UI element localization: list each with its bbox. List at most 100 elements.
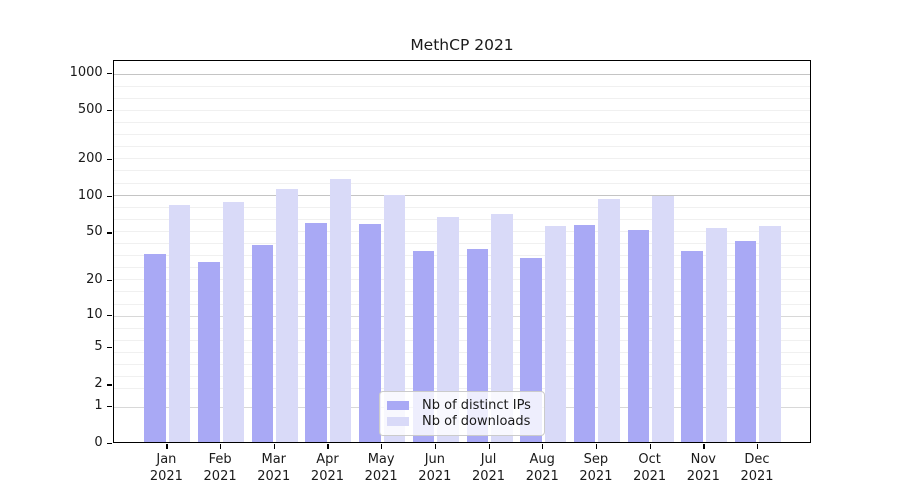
x-tick-label: Oct 2021 [633, 452, 667, 484]
y-tick [107, 406, 113, 408]
y-tick-label: 10 [86, 306, 103, 322]
x-tick [757, 443, 759, 449]
y-tick [107, 109, 113, 112]
gridline [113, 146, 810, 148]
y-tick [107, 232, 113, 234]
x-tick [542, 443, 544, 449]
gridline [113, 376, 810, 378]
bar-downloads [598, 198, 620, 443]
x-tick-label: Jul 2021 [471, 452, 506, 484]
gridline [113, 206, 810, 208]
gridline [113, 351, 810, 353]
y-tick-label: 1 [94, 398, 103, 414]
bar-distinct-ips [359, 223, 381, 443]
x-tick-label: Nov 2021 [686, 452, 720, 484]
gridline [113, 134, 810, 136]
bar-downloads [168, 205, 191, 443]
gridline [113, 230, 810, 232]
x-tick [381, 443, 383, 449]
bar-distinct-ips [198, 261, 220, 443]
gridline [113, 97, 810, 99]
y-tick [107, 195, 113, 197]
gridline [113, 85, 810, 87]
x-tick-label: Jan 2021 [149, 452, 183, 484]
y-tick-label: 50 [86, 224, 103, 240]
bar-downloads [276, 188, 298, 443]
x-tick [220, 443, 222, 449]
bar-downloads [437, 217, 459, 443]
chart-title: MethCP 2021 [410, 36, 514, 54]
x-tick-label: Aug 2021 [525, 452, 559, 484]
legend-label-distinct-ips: Nb of distinct IPs [422, 398, 531, 413]
y-tick-label: 1000 [69, 64, 103, 80]
bar-downloads [705, 228, 728, 443]
bar-downloads [329, 179, 352, 443]
gridline [113, 255, 810, 257]
gridline [113, 327, 810, 329]
gridline [113, 218, 810, 220]
gridline [113, 339, 810, 341]
y-tick [107, 72, 113, 74]
gridline [113, 243, 810, 245]
y-tick-label: 5 [94, 339, 103, 355]
y-tick-label: 2 [94, 376, 103, 392]
gridline [113, 291, 810, 293]
bar-distinct-ips [251, 245, 274, 443]
gridline [113, 388, 810, 390]
bar-downloads [544, 226, 567, 443]
y-tick-label: 20 [86, 271, 103, 287]
bar-distinct-ips [681, 250, 703, 443]
y-tick-label: 200 [77, 150, 103, 166]
bar-distinct-ips [573, 224, 596, 443]
legend-swatch-downloads [387, 417, 409, 426]
x-tick-label: May 2021 [364, 452, 398, 484]
x-tick-label: Apr 2021 [310, 452, 345, 484]
legend-item-downloads: Nb of downloads [387, 414, 536, 429]
gridline [113, 158, 810, 160]
legend: Nb of distinct IPs Nb of downloads [379, 391, 545, 436]
bar-downloads [491, 214, 513, 443]
x-tick-label: Dec 2021 [740, 452, 774, 484]
legend-item-distinct-ips: Nb of distinct IPs [387, 398, 536, 413]
x-tick [327, 443, 329, 449]
legend-swatch-distinct-ips [387, 401, 409, 410]
bar-distinct-ips [305, 222, 327, 443]
x-tick [273, 443, 275, 449]
gridline [113, 170, 810, 172]
gridline [113, 315, 810, 317]
bar-downloads [383, 194, 406, 443]
y-tick [107, 443, 113, 445]
x-tick-label: Feb 2021 [203, 452, 237, 484]
bar-downloads [222, 202, 245, 443]
y-tick [107, 158, 113, 160]
x-tick [649, 443, 651, 449]
y-tick [107, 279, 113, 282]
gridline [113, 73, 810, 75]
bar-distinct-ips [734, 241, 757, 443]
gridline [113, 267, 810, 269]
bar-downloads [759, 226, 781, 443]
gridline [113, 182, 810, 184]
gridline [113, 109, 810, 111]
x-tick [595, 443, 598, 449]
x-tick-label: Jun 2021 [418, 452, 452, 484]
y-tick [107, 347, 113, 349]
x-tick [166, 443, 168, 449]
y-tick [107, 384, 113, 386]
gridline [113, 194, 810, 196]
plot-area [112, 59, 811, 444]
x-tick-label: Sep 2021 [579, 452, 613, 484]
gridline [113, 279, 810, 281]
x-tick-label: Mar 2021 [257, 452, 291, 484]
bar-downloads [652, 196, 674, 443]
x-tick [703, 443, 705, 449]
gridline [113, 364, 810, 366]
y-tick-label: 500 [77, 101, 103, 117]
y-tick [107, 314, 113, 316]
legend-label-downloads: Nb of downloads [422, 414, 531, 429]
y-tick-label: 0 [94, 435, 103, 451]
x-tick [434, 443, 437, 449]
x-tick [488, 443, 490, 449]
bar-distinct-ips [627, 230, 650, 443]
